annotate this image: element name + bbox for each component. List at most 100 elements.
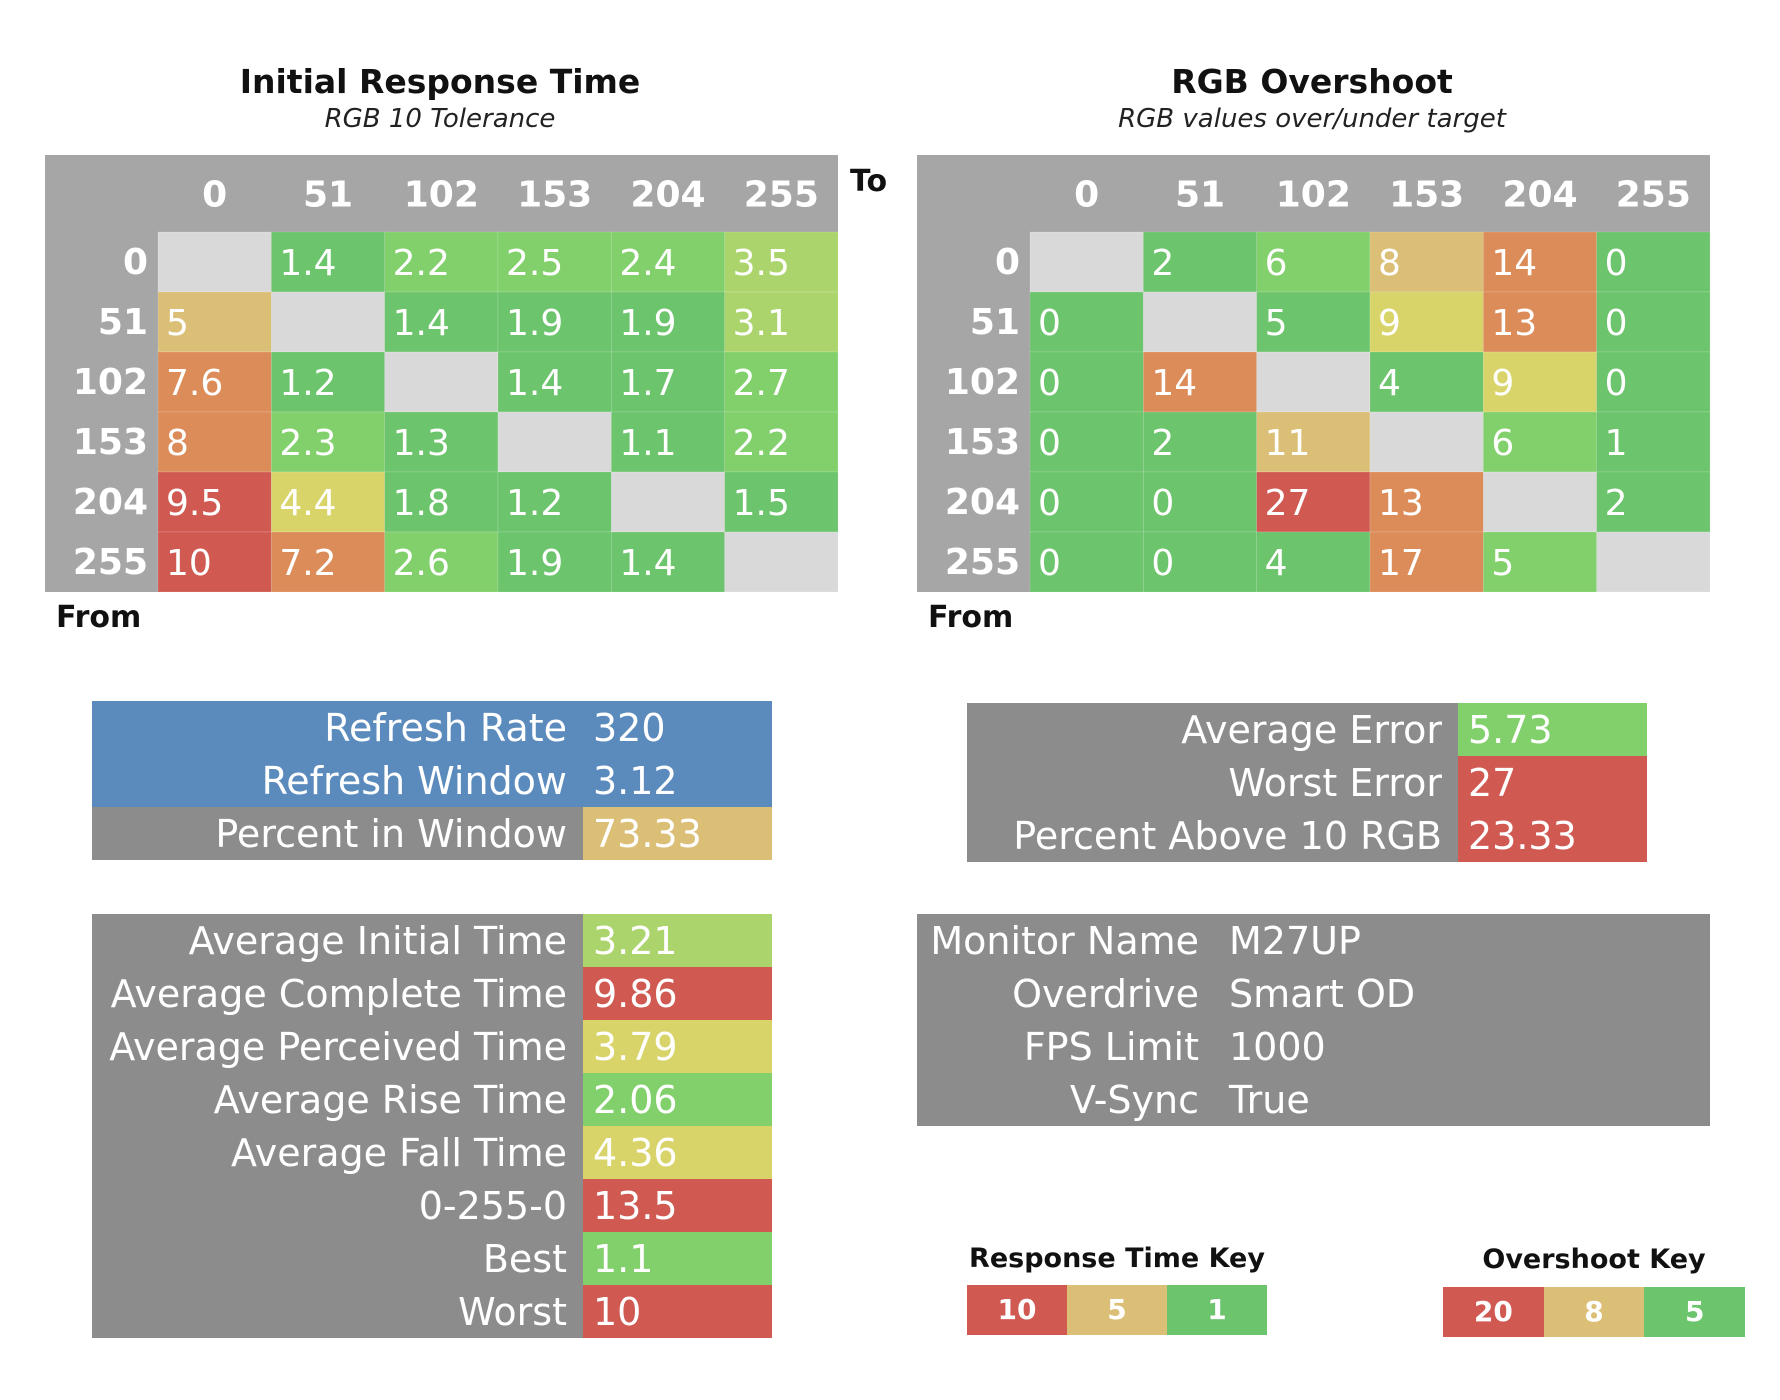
stat-label: Refresh Rate (92, 701, 583, 754)
heatmap-cell (157, 531, 272, 593)
row-header: 51 (98, 302, 148, 343)
cell-value: 5 (1265, 303, 1288, 344)
stat-value: 27 (1458, 756, 1647, 809)
heatmap-cell (384, 231, 499, 293)
cell-value: 0 (1038, 303, 1061, 344)
heatmap-cell (497, 471, 612, 533)
stat-value: True (1215, 1073, 1710, 1126)
stat-label: Best (92, 1232, 583, 1285)
heatmap-cell (271, 351, 385, 413)
row-header: 255 (73, 542, 148, 583)
key-cell: 10 (967, 1285, 1067, 1335)
refresh-panel: Refresh Rate 320 Refresh Window 3.12 Percent… (92, 701, 772, 860)
stat-value: 10 (583, 1285, 772, 1338)
cell-value: 1.3 (393, 423, 450, 464)
column-header: 102 (404, 175, 479, 216)
cell-value: 13 (1378, 483, 1424, 524)
row-header: 102 (73, 362, 148, 403)
heatmap-cell (157, 471, 272, 533)
heatmap-cell (611, 471, 725, 533)
heatmap-cell (611, 531, 725, 593)
cell-value: 5 (166, 303, 189, 344)
overshoot-key-title: Overshoot Key (1482, 1244, 1706, 1275)
cell-value: 14 (1151, 363, 1197, 404)
cell-value: 0 (1038, 423, 1061, 464)
cell-value: 0 (1038, 543, 1061, 584)
heatmap-cell (271, 411, 385, 473)
row-header: 153 (945, 422, 1020, 463)
heatmap-cell (1143, 471, 1257, 533)
heatmap-cell (157, 231, 272, 293)
cell-value: 2.7 (733, 363, 790, 404)
heatmap-cell (1369, 351, 1484, 413)
heatmap-cell (271, 291, 385, 353)
from-axis-label-right: From (928, 600, 1014, 635)
heatmap-cell (611, 231, 725, 293)
cell-value: 0 (1605, 363, 1628, 404)
cell-value: 2.3 (279, 423, 336, 464)
key-cell: 1 (1167, 1285, 1267, 1335)
heatmap-cell (1596, 531, 1711, 593)
row-header: 51 (970, 302, 1020, 343)
stat-value: 3.21 (583, 914, 772, 967)
stat-label: Average Initial Time (92, 914, 583, 967)
to-axis-label: To (850, 164, 888, 199)
stat-row: Refresh Window 3.12 (92, 754, 772, 807)
stat-row: Average Rise Time 2.06 (92, 1073, 772, 1126)
cell-value: 9 (1491, 363, 1514, 404)
cell-value: 2.2 (393, 243, 450, 284)
key-cell: 20 (1443, 1287, 1544, 1337)
heatmap-cell (1596, 231, 1711, 293)
heatmap-cell (1143, 531, 1257, 593)
column-header: 153 (517, 175, 592, 216)
cell-value: 7.2 (279, 543, 336, 584)
cell-value: 0 (1151, 543, 1174, 584)
cell-value: 9.5 (166, 483, 223, 524)
heatmap-cell (1256, 231, 1371, 293)
timing-panel: Average Initial Time 3.21 Average Complete… (92, 914, 772, 1338)
cell-value: 0 (1605, 303, 1628, 344)
row-header: 153 (73, 422, 148, 463)
heatmap-cell (1256, 471, 1371, 533)
heatmap-cell (1369, 531, 1484, 593)
cell-value: 1.4 (619, 543, 676, 584)
stat-value: 1000 (1215, 1020, 1710, 1073)
heatmap-cell (1029, 291, 1144, 353)
cell-value: 1.9 (506, 543, 563, 584)
heatmap-cell (1369, 291, 1484, 353)
cell-value: 8 (166, 423, 189, 464)
from-axis-label-left: From (56, 600, 142, 635)
column-header: 51 (1175, 175, 1225, 216)
stat-row: Percent Above 10 RGB 23.33 (967, 809, 1647, 862)
overshoot-key: 20 8 5 (1443, 1287, 1746, 1337)
cell-value: 8 (1378, 243, 1401, 284)
cell-value: 4 (1265, 543, 1288, 584)
key-cell: 5 (1644, 1287, 1746, 1337)
stat-row: Average Initial Time 3.21 (92, 914, 772, 967)
cell-value: 27 (1265, 483, 1311, 524)
stat-label: Average Fall Time (92, 1126, 583, 1179)
response-heading: Initial Response Time RGB 10 Tolerance (45, 62, 835, 136)
heatmap-cell (1483, 291, 1597, 353)
heatmap-cell (497, 351, 612, 413)
cell-value: 13 (1491, 303, 1537, 344)
cell-value: 1.2 (506, 483, 563, 524)
cell-value: 1.1 (619, 423, 676, 464)
cell-value: 3.5 (733, 243, 790, 284)
heatmap-cell (1369, 471, 1484, 533)
cell-value: 2 (1605, 483, 1628, 524)
overshoot-subtitle: RGB values over/under target (1118, 104, 1506, 134)
stat-label: Monitor Name (917, 914, 1215, 967)
stat-row: Worst 10 (92, 1285, 772, 1338)
column-header: 51 (303, 175, 353, 216)
heatmap-cell (1029, 471, 1144, 533)
row-header: 0 (995, 242, 1020, 283)
stat-label: Average Perceived Time (92, 1020, 583, 1073)
cell-value: 0 (1151, 483, 1174, 524)
stat-row: Average Error 5.73 (967, 703, 1647, 756)
column-header: 0 (1074, 175, 1099, 216)
cell-value: 1 (1605, 423, 1628, 464)
cell-value: 2 (1151, 243, 1174, 284)
heatmap-cell (1483, 411, 1597, 473)
heatmap-cell (724, 291, 839, 353)
